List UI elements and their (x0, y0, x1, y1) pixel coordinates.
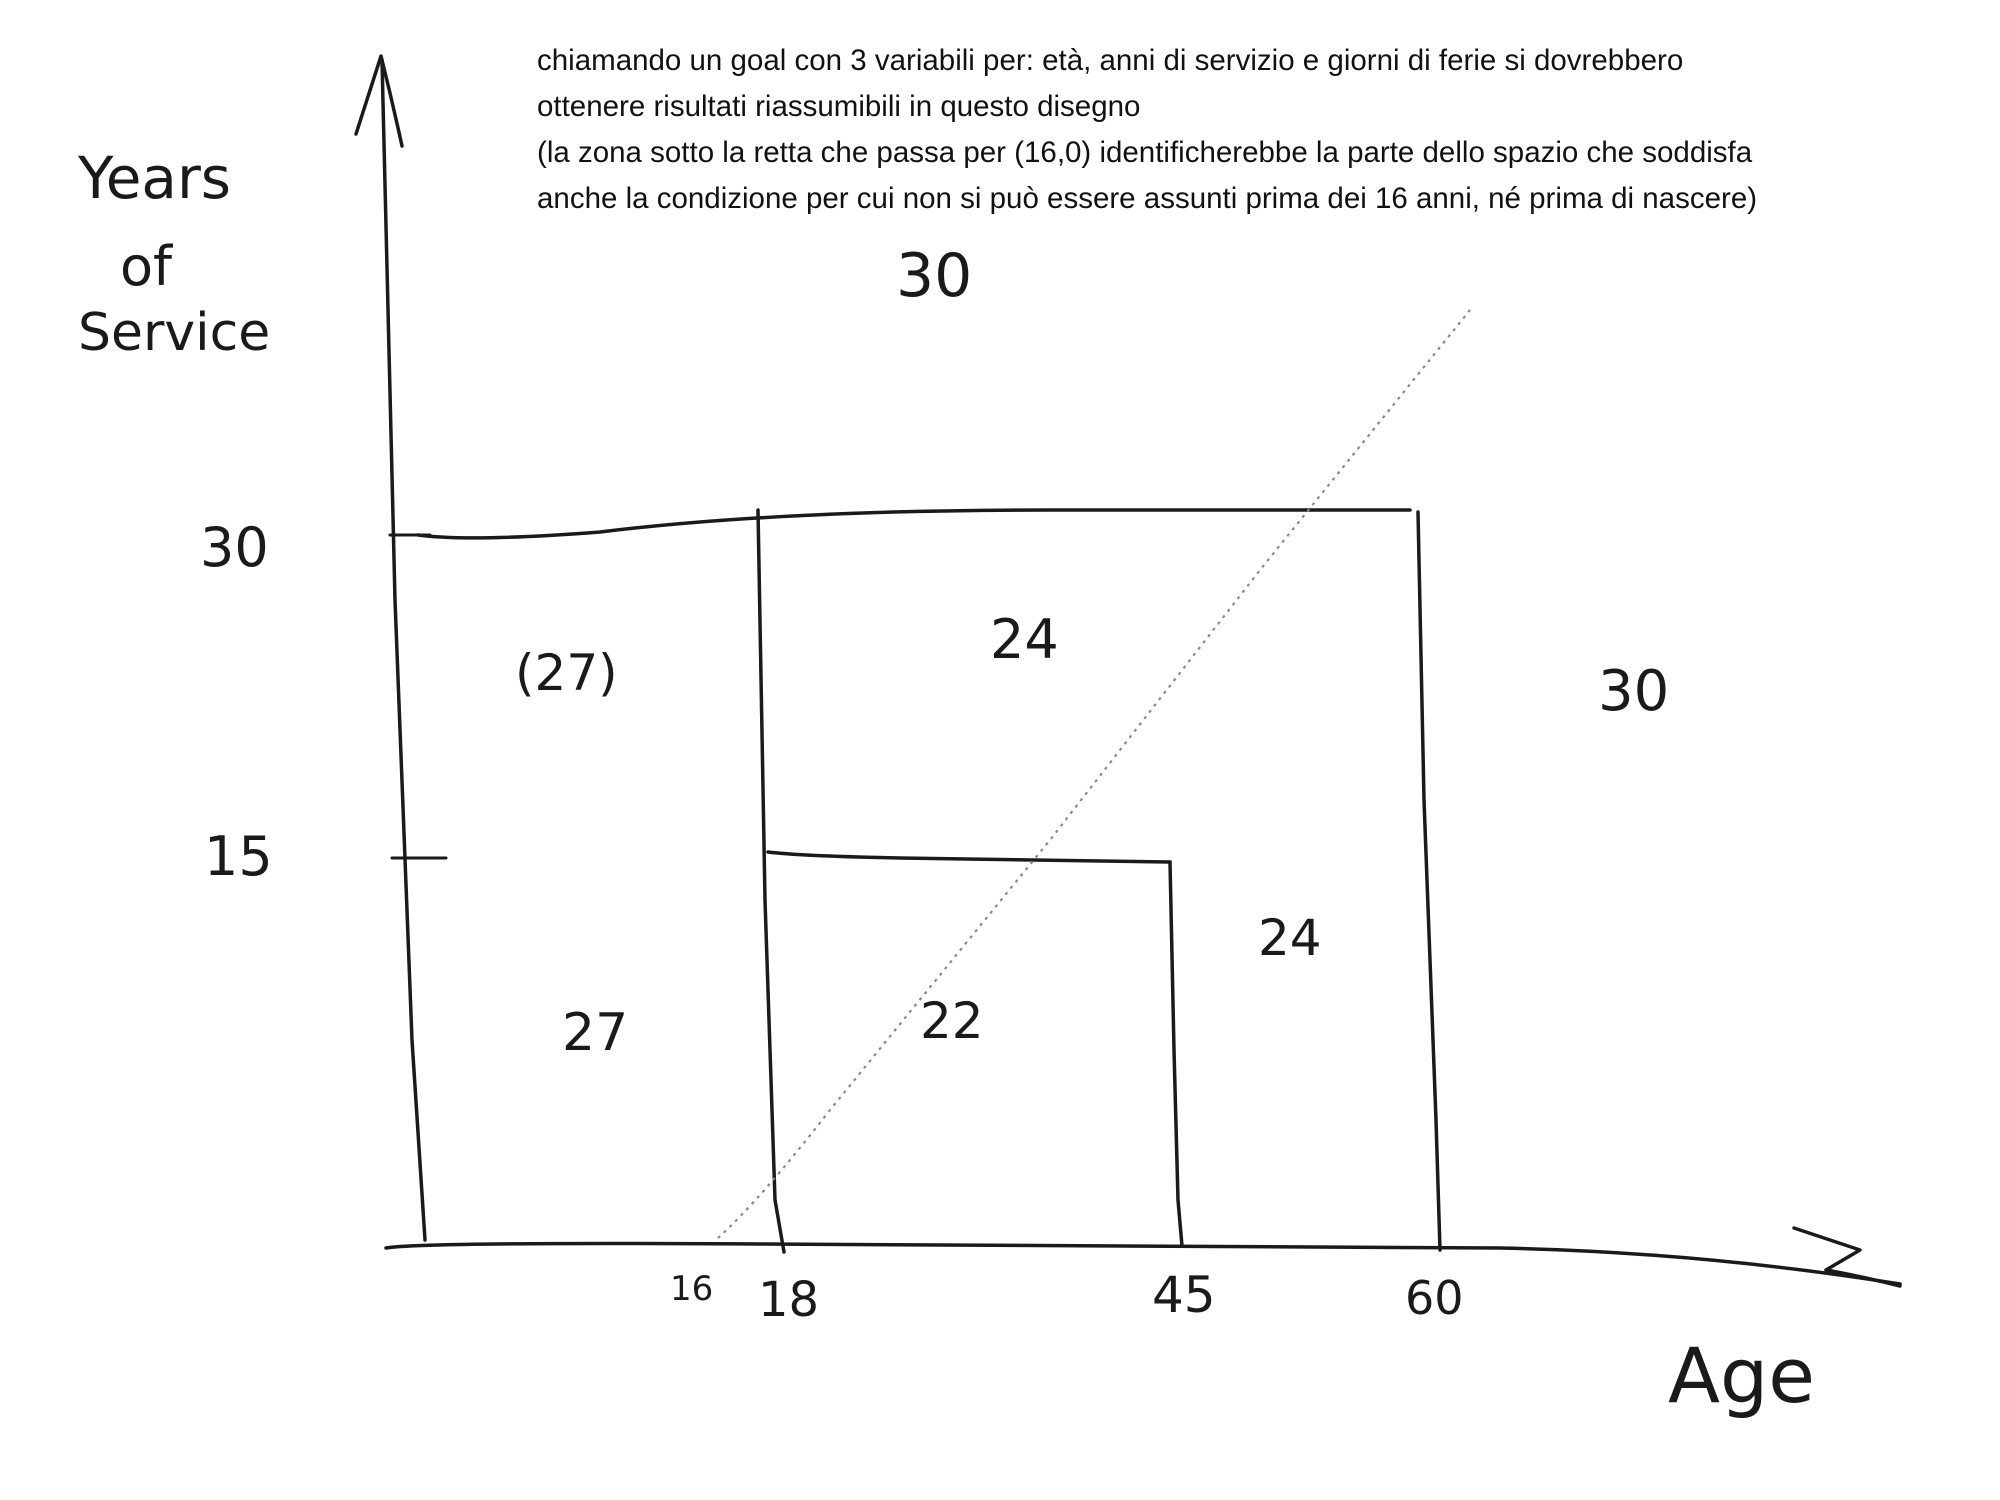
x-tick-label-16: 16 (670, 1269, 713, 1309)
line-age-18 (756, 508, 786, 1254)
x-tick-label-18: 18 (758, 1272, 819, 1328)
x-tick-label-60: 60 (1405, 1271, 1464, 1325)
region-label-over-60: 30 (1598, 659, 1669, 724)
description-text: chiamando un goal con 3 variabili per: e… (537, 38, 1957, 222)
y-axis-label-service: Service (78, 303, 270, 363)
description-line-2: ottenere risultati riassumibili in quest… (537, 90, 1141, 123)
description-line-4: anche la condizione per cui non si può e… (537, 182, 1758, 215)
region-label-middle-lower: 22 (920, 992, 984, 1050)
region-label-left-upper: (27) (515, 644, 618, 702)
region-label-above-30: 30 (896, 241, 972, 311)
x-axis (384, 1241, 1902, 1286)
region-label-middle-upper: 24 (990, 608, 1059, 671)
line-30-years (416, 508, 1412, 540)
line-age-60 (1416, 510, 1442, 1252)
region-label-right-inner: 24 (1258, 909, 1322, 967)
region-label-left-lower: 27 (562, 1003, 628, 1063)
y-axis (380, 58, 427, 1242)
line-15-years (766, 850, 1172, 864)
y-tick-label-30: 30 (200, 516, 269, 579)
x-tick-label-45: 45 (1152, 1266, 1216, 1324)
y-axis-label-of: of (120, 235, 174, 298)
y-tick-label-15: 15 (204, 825, 273, 888)
y-axis-label-years: Years (77, 144, 231, 212)
y-axis-arrowhead (354, 54, 404, 148)
x-axis-arrowhead (1792, 1226, 1902, 1288)
description-line-3: (la zona sotto la retta che passa per (1… (537, 136, 1753, 169)
guide-line-age-16 (717, 309, 1471, 1239)
line-age-45 (1168, 860, 1184, 1248)
x-axis-label-age: Age (1668, 1331, 1815, 1420)
description-line-1: chiamando un goal con 3 variabili per: e… (537, 44, 1684, 77)
